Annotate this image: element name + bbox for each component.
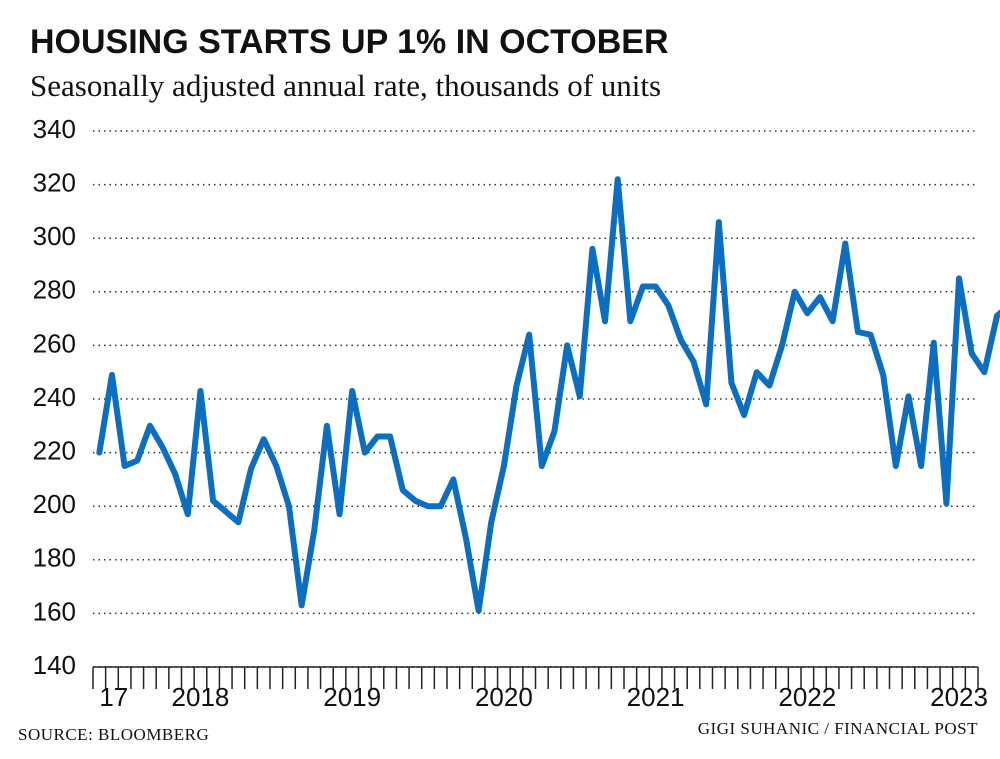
credit: GIGI SUHANIC / FINANCIAL POST (698, 719, 978, 738)
x-tick-label: 2019 (323, 682, 381, 712)
x-tick-label: 2021 (627, 682, 685, 712)
series-line (96, 176, 1000, 614)
y-tick-label: 240 (33, 382, 76, 412)
y-tick-label: 200 (33, 489, 76, 519)
y-tick-label: 280 (33, 275, 76, 305)
source: SOURCE: BLOOMBERG (18, 725, 209, 744)
x-tick-label: 17 (99, 682, 128, 712)
y-tick-label: 260 (33, 328, 76, 358)
y-tick-label: 340 (33, 114, 76, 144)
y-tick-label: 140 (33, 650, 76, 680)
x-tick-label: 2018 (172, 682, 230, 712)
y-tick-label: 220 (33, 435, 76, 465)
chart-subtitle: Seasonally adjusted annual rate, thousan… (30, 68, 661, 103)
y-tick-label: 300 (33, 221, 76, 251)
x-tick-label: 2022 (778, 682, 836, 712)
y-tick-label: 320 (33, 167, 76, 197)
y-tick-label: 180 (33, 543, 76, 573)
y-tick-label: 160 (33, 596, 76, 626)
x-tick-label: 2023 (930, 682, 988, 712)
chart-title: HOUSING STARTS UP 1% IN OCTOBER (30, 23, 669, 61)
x-tick-label: 2020 (475, 682, 533, 712)
